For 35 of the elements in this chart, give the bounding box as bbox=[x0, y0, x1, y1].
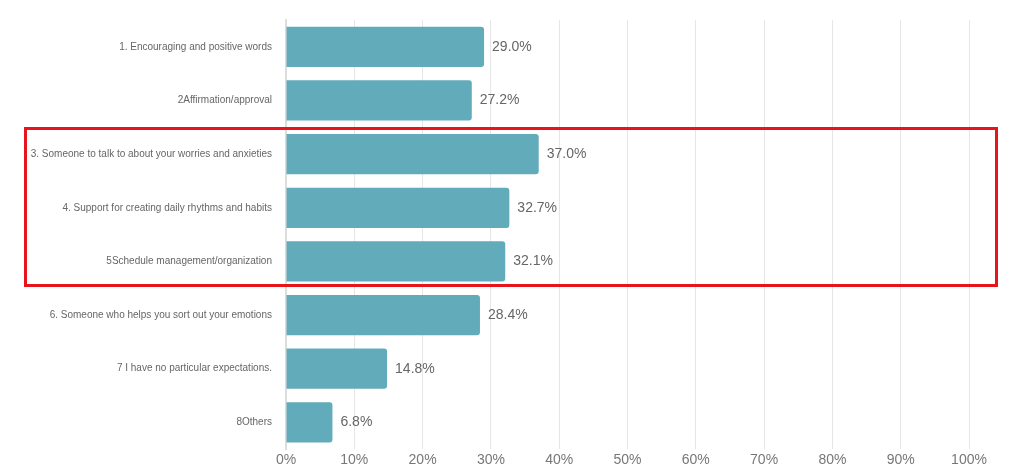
data-label: 29.0% bbox=[492, 37, 532, 54]
x-tick-label: 90% bbox=[886, 451, 915, 468]
data-label: 37.0% bbox=[546, 144, 587, 161]
x-tick-label: 30% bbox=[476, 451, 505, 468]
y-tick-label: 6. Someone who helps you sort out your emotions bbox=[49, 308, 272, 320]
y-tick-label: 2Affirmation/approval bbox=[177, 94, 272, 106]
data-label: 28.4% bbox=[487, 305, 528, 322]
bar bbox=[286, 80, 472, 121]
x-tick-label: 100% bbox=[951, 451, 987, 468]
y-tick-label: 4. Support for creating daily rhythms and habits bbox=[62, 201, 272, 213]
data-label: 14.8% bbox=[395, 359, 435, 376]
data-label: 32.7% bbox=[517, 198, 558, 215]
bar bbox=[286, 348, 388, 389]
bar bbox=[286, 26, 485, 67]
y-tick-label: 5Schedule management/organization bbox=[106, 255, 272, 267]
x-tick-label: 50% bbox=[613, 451, 642, 468]
bar bbox=[286, 294, 480, 336]
y-tick-label: 8Others bbox=[236, 416, 272, 428]
data-label: 6.8% bbox=[340, 413, 373, 430]
x-tick-label: 60% bbox=[681, 451, 710, 468]
x-tick-label: 80% bbox=[818, 451, 847, 468]
x-tick-label: 40% bbox=[545, 451, 574, 468]
bar bbox=[286, 241, 506, 282]
y-tick-label: 3. Someone to talk to about your worries and anxieties bbox=[30, 147, 272, 159]
x-tick-label: 70% bbox=[750, 451, 779, 468]
y-tick-label: 1. Encouraging and positive words bbox=[119, 40, 272, 52]
data-label: 27.2% bbox=[479, 91, 520, 108]
data-label: 32.1% bbox=[513, 252, 553, 269]
bar bbox=[286, 187, 510, 228]
y-tick-label: 7 I have no particular expectations. bbox=[116, 362, 272, 374]
x-tick-label: 0% bbox=[275, 451, 297, 468]
bar bbox=[286, 402, 333, 443]
bar bbox=[286, 134, 539, 175]
x-tick-label: 10% bbox=[340, 451, 369, 468]
x-tick-label: 20% bbox=[408, 451, 437, 468]
